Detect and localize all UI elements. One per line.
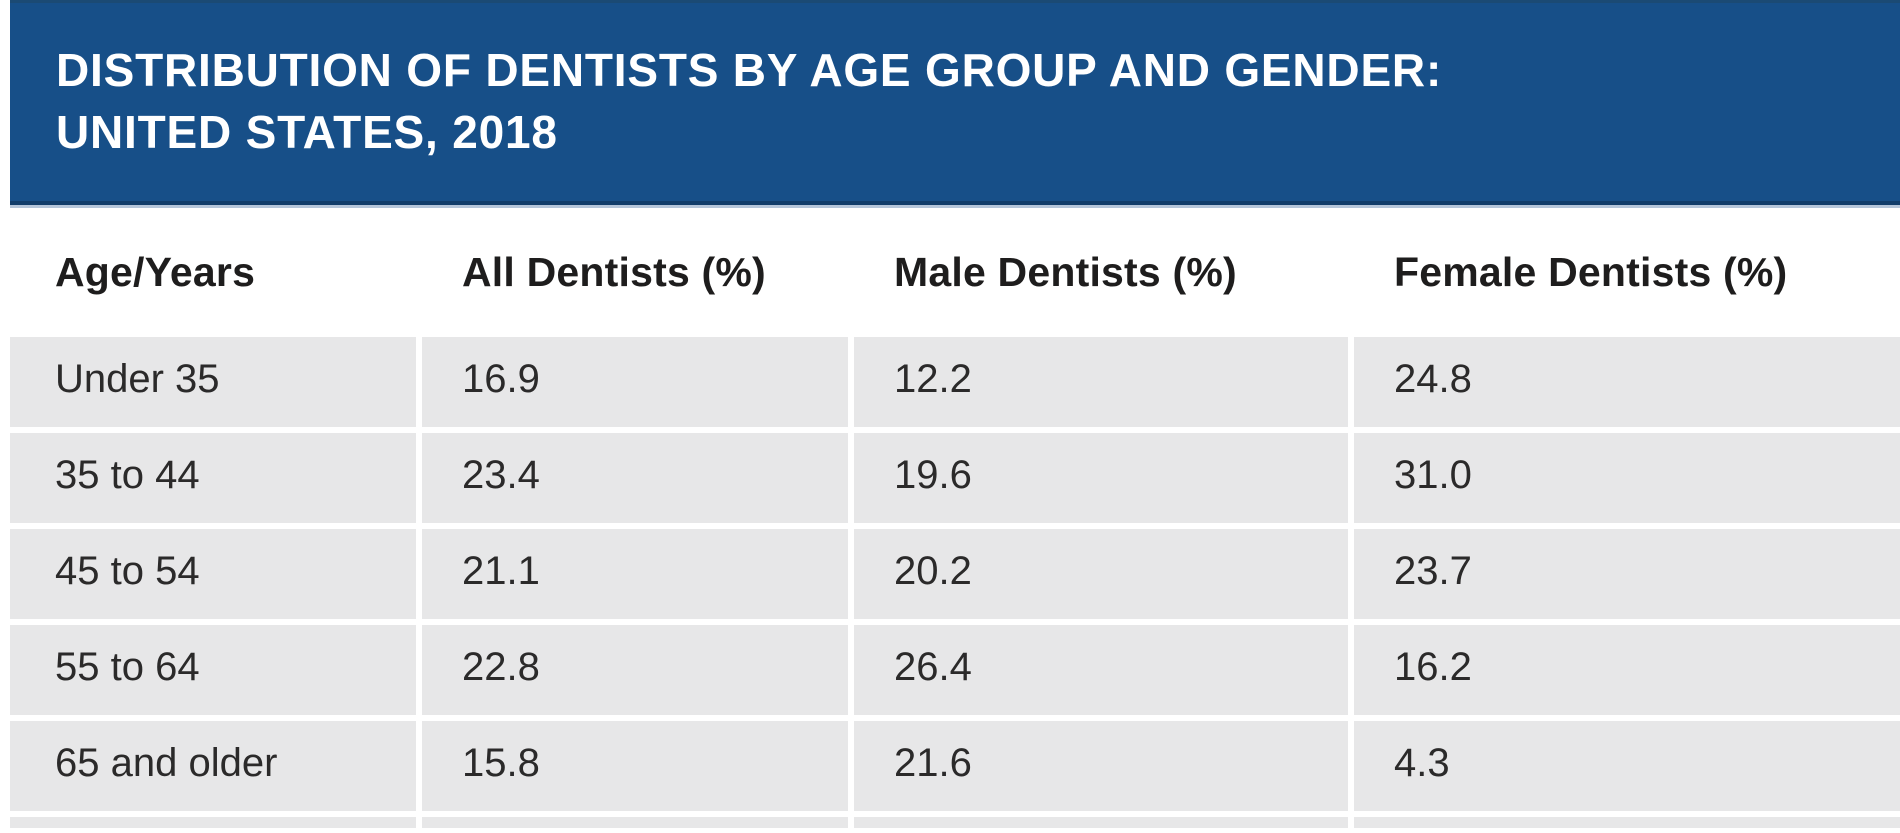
row-label-cell: 55 to 64 — [10, 625, 416, 715]
value-cell — [422, 817, 848, 828]
value-cell — [1354, 817, 1900, 828]
banner-underline — [10, 205, 1900, 208]
value-cell: 16.2 — [1354, 625, 1900, 715]
value-cell — [854, 817, 1348, 828]
row-label-cell: 65 and older — [10, 721, 416, 811]
value-cell: 12.2 — [854, 337, 1348, 427]
value-cell: 21.6 — [854, 721, 1348, 811]
page-title: DISTRIBUTION OF DENTISTS BY AGE GROUP AN… — [10, 3, 1900, 163]
value-cell: 23.7 — [1354, 529, 1900, 619]
column-header-female: Female Dentists (%) — [1354, 208, 1900, 337]
value-cell: 19.6 — [854, 433, 1348, 523]
table-row: 45 to 54 21.1 20.2 23.7 — [10, 529, 1900, 619]
column-header-age: Age/Years — [10, 208, 416, 337]
table-row-partial-cropped — [10, 817, 1900, 828]
row-label-cell — [10, 817, 416, 828]
table-row: 35 to 44 23.4 19.6 31.0 — [10, 433, 1900, 523]
value-cell: 31.0 — [1354, 433, 1900, 523]
table-row: Under 35 16.9 12.2 24.8 — [10, 337, 1900, 427]
value-cell: 23.4 — [422, 433, 848, 523]
table-row: 55 to 64 22.8 26.4 16.2 — [10, 625, 1900, 715]
row-label-cell: 45 to 54 — [10, 529, 416, 619]
table-row: 65 and older 15.8 21.6 4.3 — [10, 721, 1900, 811]
page-title-line-2: UNITED STATES, 2018 — [56, 106, 558, 158]
value-cell: 22.8 — [422, 625, 848, 715]
column-header-male: Male Dentists (%) — [854, 208, 1348, 337]
page-title-line-1: DISTRIBUTION OF DENTISTS BY AGE GROUP AN… — [56, 44, 1443, 96]
value-cell: 15.8 — [422, 721, 848, 811]
value-cell: 16.9 — [422, 337, 848, 427]
value-cell: 21.1 — [422, 529, 848, 619]
value-cell: 20.2 — [854, 529, 1348, 619]
value-cell: 24.8 — [1354, 337, 1900, 427]
title-banner: DISTRIBUTION OF DENTISTS BY AGE GROUP AN… — [10, 0, 1900, 205]
row-label-cell: Under 35 — [10, 337, 416, 427]
row-label-cell: 35 to 44 — [10, 433, 416, 523]
column-header-all: All Dentists (%) — [422, 208, 848, 337]
value-cell: 4.3 — [1354, 721, 1900, 811]
value-cell: 26.4 — [854, 625, 1348, 715]
table-header-row: Age/Years All Dentists (%) Male Dentists… — [10, 208, 1900, 337]
